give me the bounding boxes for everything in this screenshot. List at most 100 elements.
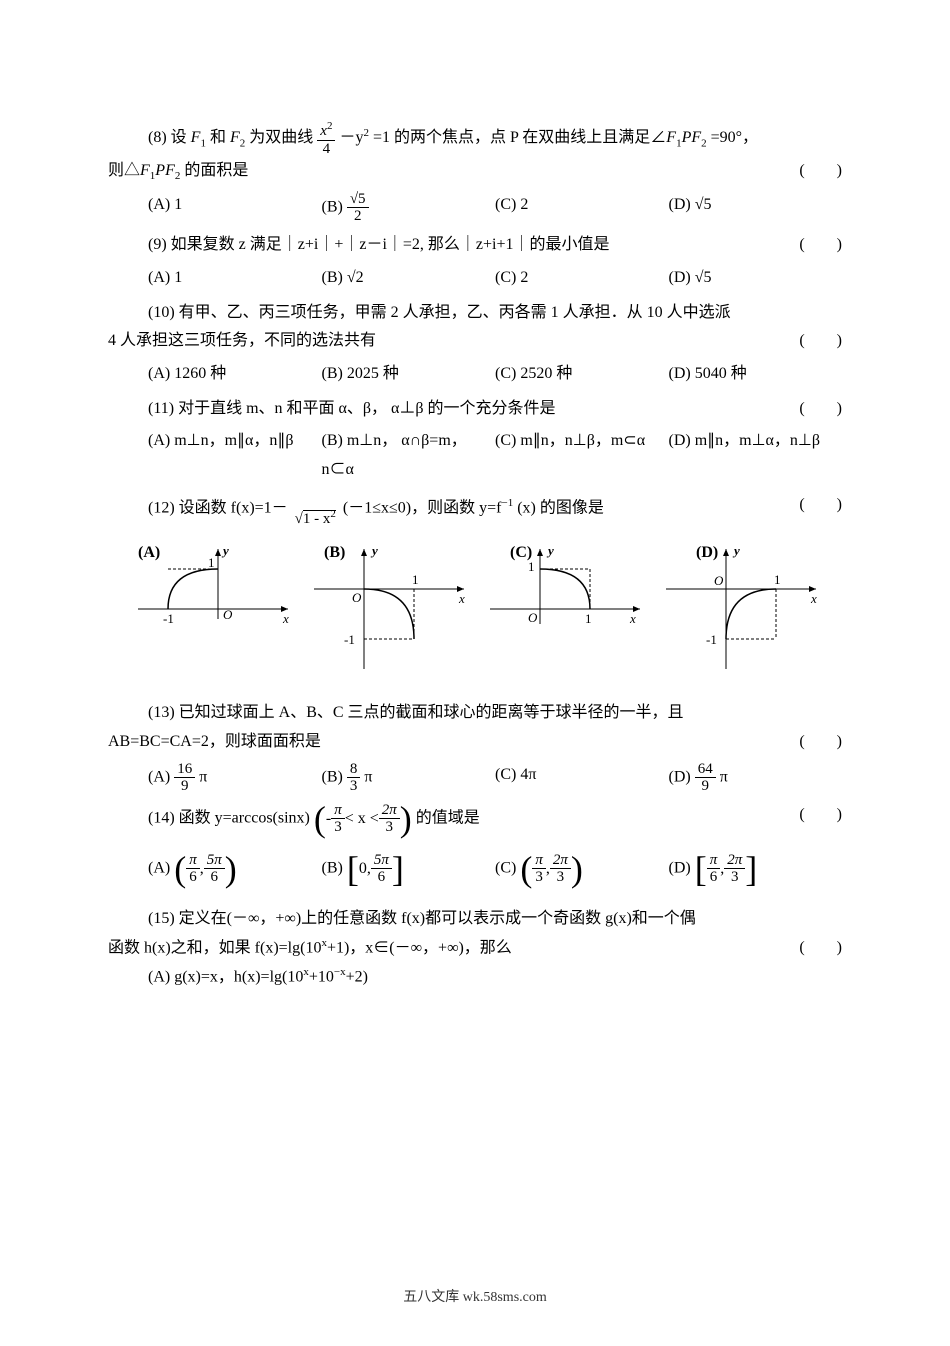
svg-text:O: O: [352, 590, 362, 605]
q8-f1: F: [191, 129, 201, 146]
q13-d-pi: π: [720, 769, 728, 786]
q14-rn1: π: [331, 802, 345, 820]
q10-opt-d: (D) 5040 种: [669, 360, 843, 389]
svg-text:1: 1: [585, 611, 592, 626]
q12-txta: (12) 设函数 f(x)=1－: [148, 500, 288, 517]
q13-d-num: 64: [695, 761, 716, 779]
question-12: (12) 设函数 f(x)=1－ √1 - x2 (－1≤x≤0)，则函数 y=…: [108, 491, 842, 695]
q13-a-label: (A): [148, 769, 174, 786]
q9-opt-d-label: (D): [669, 269, 695, 286]
q14-rb: ): [400, 801, 412, 837]
q14-paren: ( ): [799, 801, 842, 830]
q11-text: (11) 对于直线 m、n 和平面 α、β， α⊥β 的一个充分条件是: [148, 400, 556, 417]
q8-opt-b-num: √5: [347, 191, 369, 209]
q14-d-lb: [: [695, 851, 707, 887]
q14-c-n2: 2π: [550, 852, 571, 870]
graph-c-svg: O 1 1 x y: [480, 539, 650, 679]
q14-c-rb: ): [571, 851, 583, 887]
q8-opt-d: (D) √5: [669, 191, 843, 225]
q14-b-label: (B): [322, 860, 347, 877]
q13-opt-b: (B) 83 π: [322, 761, 496, 795]
q11-opt-a: (A) m⊥n，m∥α，n∥β: [148, 424, 322, 488]
q14-rn2: 2π: [379, 802, 400, 820]
q14-b-n2: 5π: [371, 852, 392, 870]
q8-l2b: 的面积是: [184, 162, 248, 179]
q13-d-label: (D): [669, 769, 695, 786]
q8-opt-b: (B) √52: [322, 191, 496, 225]
q13-b-num: 8: [347, 761, 361, 779]
q14-a-d1: 6: [186, 869, 200, 886]
q8-txta: 为双曲线: [249, 129, 313, 146]
q9-opt-b-label: (B): [322, 269, 347, 286]
q12-invsup: −1: [501, 498, 513, 510]
q14-c-n1: π: [532, 852, 546, 870]
svg-text:x: x: [282, 611, 289, 626]
svg-text:y: y: [221, 543, 229, 558]
q15-l1: (15) 定义在(－∞，+∞)上的任意函数 f(x)都可以表示成一个奇函数 g(…: [148, 910, 696, 927]
q13-l1: (13) 已知过球面上 A、B、C 三点的截面和球心的距离等于球半径的一半，且: [148, 704, 684, 721]
svg-text:1: 1: [208, 555, 215, 570]
q8-txtb: －y: [339, 129, 363, 146]
svg-text:O: O: [528, 610, 538, 625]
q11-options: (A) m⊥n，m∥α，n∥β (B) m⊥n， α∩β=m，n⊂α (C) m…: [108, 424, 842, 488]
q8-txtc: =1 的两个焦点，点 P 在双曲线上且满足∠: [373, 129, 666, 146]
q15-a-s2: −x: [334, 966, 346, 978]
graph-c: (C) O 1 1 x y: [480, 539, 650, 679]
q15-l2a: 函数 h(x)之和，如果 f(x)=lg(10: [108, 939, 321, 956]
q8-f2sub: 2: [240, 137, 246, 149]
q14-a-lb: (: [174, 851, 186, 887]
q13-b-den: 3: [347, 778, 361, 795]
svg-text:O: O: [714, 573, 724, 588]
graph-b: (B) O 1 -1 x y: [304, 539, 474, 679]
q10-options: (A) 1260 种 (B) 2025 种 (C) 2520 种 (D) 504…: [108, 360, 842, 389]
q10-opt-b: (B) 2025 种: [322, 360, 496, 389]
q8-tbsub: 2: [175, 170, 181, 182]
q13-a-pi: π: [199, 769, 207, 786]
q9-opt-d: (D) √5: [669, 264, 843, 293]
q14-txtb: 的值域是: [416, 810, 480, 827]
q14-d-n2: 2π: [724, 852, 745, 870]
q12-frac-den-a: √: [295, 511, 303, 527]
q9-paren: ( ): [799, 231, 842, 260]
q13-opt-a: (A) 169 π: [148, 761, 322, 795]
q14-c-d2: 3: [550, 869, 571, 886]
graph-b-label: (B): [324, 539, 345, 568]
q14-d-rb: ]: [745, 851, 757, 887]
q9-opt-b: (B) √2: [322, 264, 496, 293]
q10-l1: (10) 有甲、乙、丙三项任务，甲需 2 人承担，乙、丙各需 1 人承担．从 1…: [148, 304, 731, 321]
q14-b-rb: ]: [392, 851, 404, 887]
q11-paren: ( ): [799, 395, 842, 424]
q12-frac-den-b: 1 - x2: [303, 510, 336, 527]
q9-options: (A) 1 (B) √2 (C) 2 (D) √5: [108, 264, 842, 293]
q8-frac: x2 4: [317, 120, 335, 157]
q8-opt-d-val: √5: [695, 196, 712, 213]
q15-a-c: +2): [346, 968, 368, 985]
q14-a-n1: π: [186, 852, 200, 870]
q8-f2: F: [230, 129, 240, 146]
question-10: (10) 有甲、乙、丙三项任务，甲需 2 人承担，乙、丙各需 1 人承担．从 1…: [108, 299, 842, 389]
q14-options: (A) ( π6 , 5π6 ) (B) [ 0, 5π6 ] (C) ( π3: [108, 851, 842, 887]
q13-b-pi: π: [364, 769, 372, 786]
q8-txtd: =90°，: [711, 129, 758, 146]
q14-b-first: 0,: [359, 855, 371, 884]
q13-a-num: 16: [174, 761, 195, 779]
question-11: (11) 对于直线 m、n 和平面 α、β， α⊥β 的一个充分条件是 ( ) …: [108, 395, 842, 487]
q8-absub: 2: [701, 137, 707, 149]
page-footer: 五八文库 wk.58sms.com: [0, 1285, 950, 1310]
svg-text:x: x: [810, 591, 817, 606]
q15-opt-a: (A) g(x)=x，h(x)=lg(10x+10−x+2): [108, 963, 842, 992]
graph-d: (D) O 1 -1 x y: [656, 539, 826, 679]
q14-range: ( - π3 < x < 2π3 ): [314, 801, 412, 837]
graph-a-label: (A): [138, 539, 160, 568]
q14-rm: < x <: [345, 805, 379, 834]
q12-graphs: (A) O -1 1 x y (B) O: [108, 527, 842, 695]
q9-text: (9) 如果复数 z 满足｜z+i｜+｜z－i｜=2, 那么｜z+i+1｜的最小…: [148, 236, 610, 253]
q13-l2: AB=BC=CA=2，则球面面积是: [108, 733, 321, 750]
q8-frac-num: x: [320, 123, 327, 139]
q14-rd1: 3: [331, 819, 345, 836]
q12-paren: ( ): [799, 491, 842, 520]
q8-f1sub: 1: [200, 137, 206, 149]
question-9: (9) 如果复数 z 满足｜z+i｜+｜z－i｜=2, 那么｜z+i+1｜的最小…: [108, 231, 842, 293]
graph-d-svg: O 1 -1 x y: [656, 539, 826, 679]
q8-opt-b-den: 2: [347, 208, 369, 225]
